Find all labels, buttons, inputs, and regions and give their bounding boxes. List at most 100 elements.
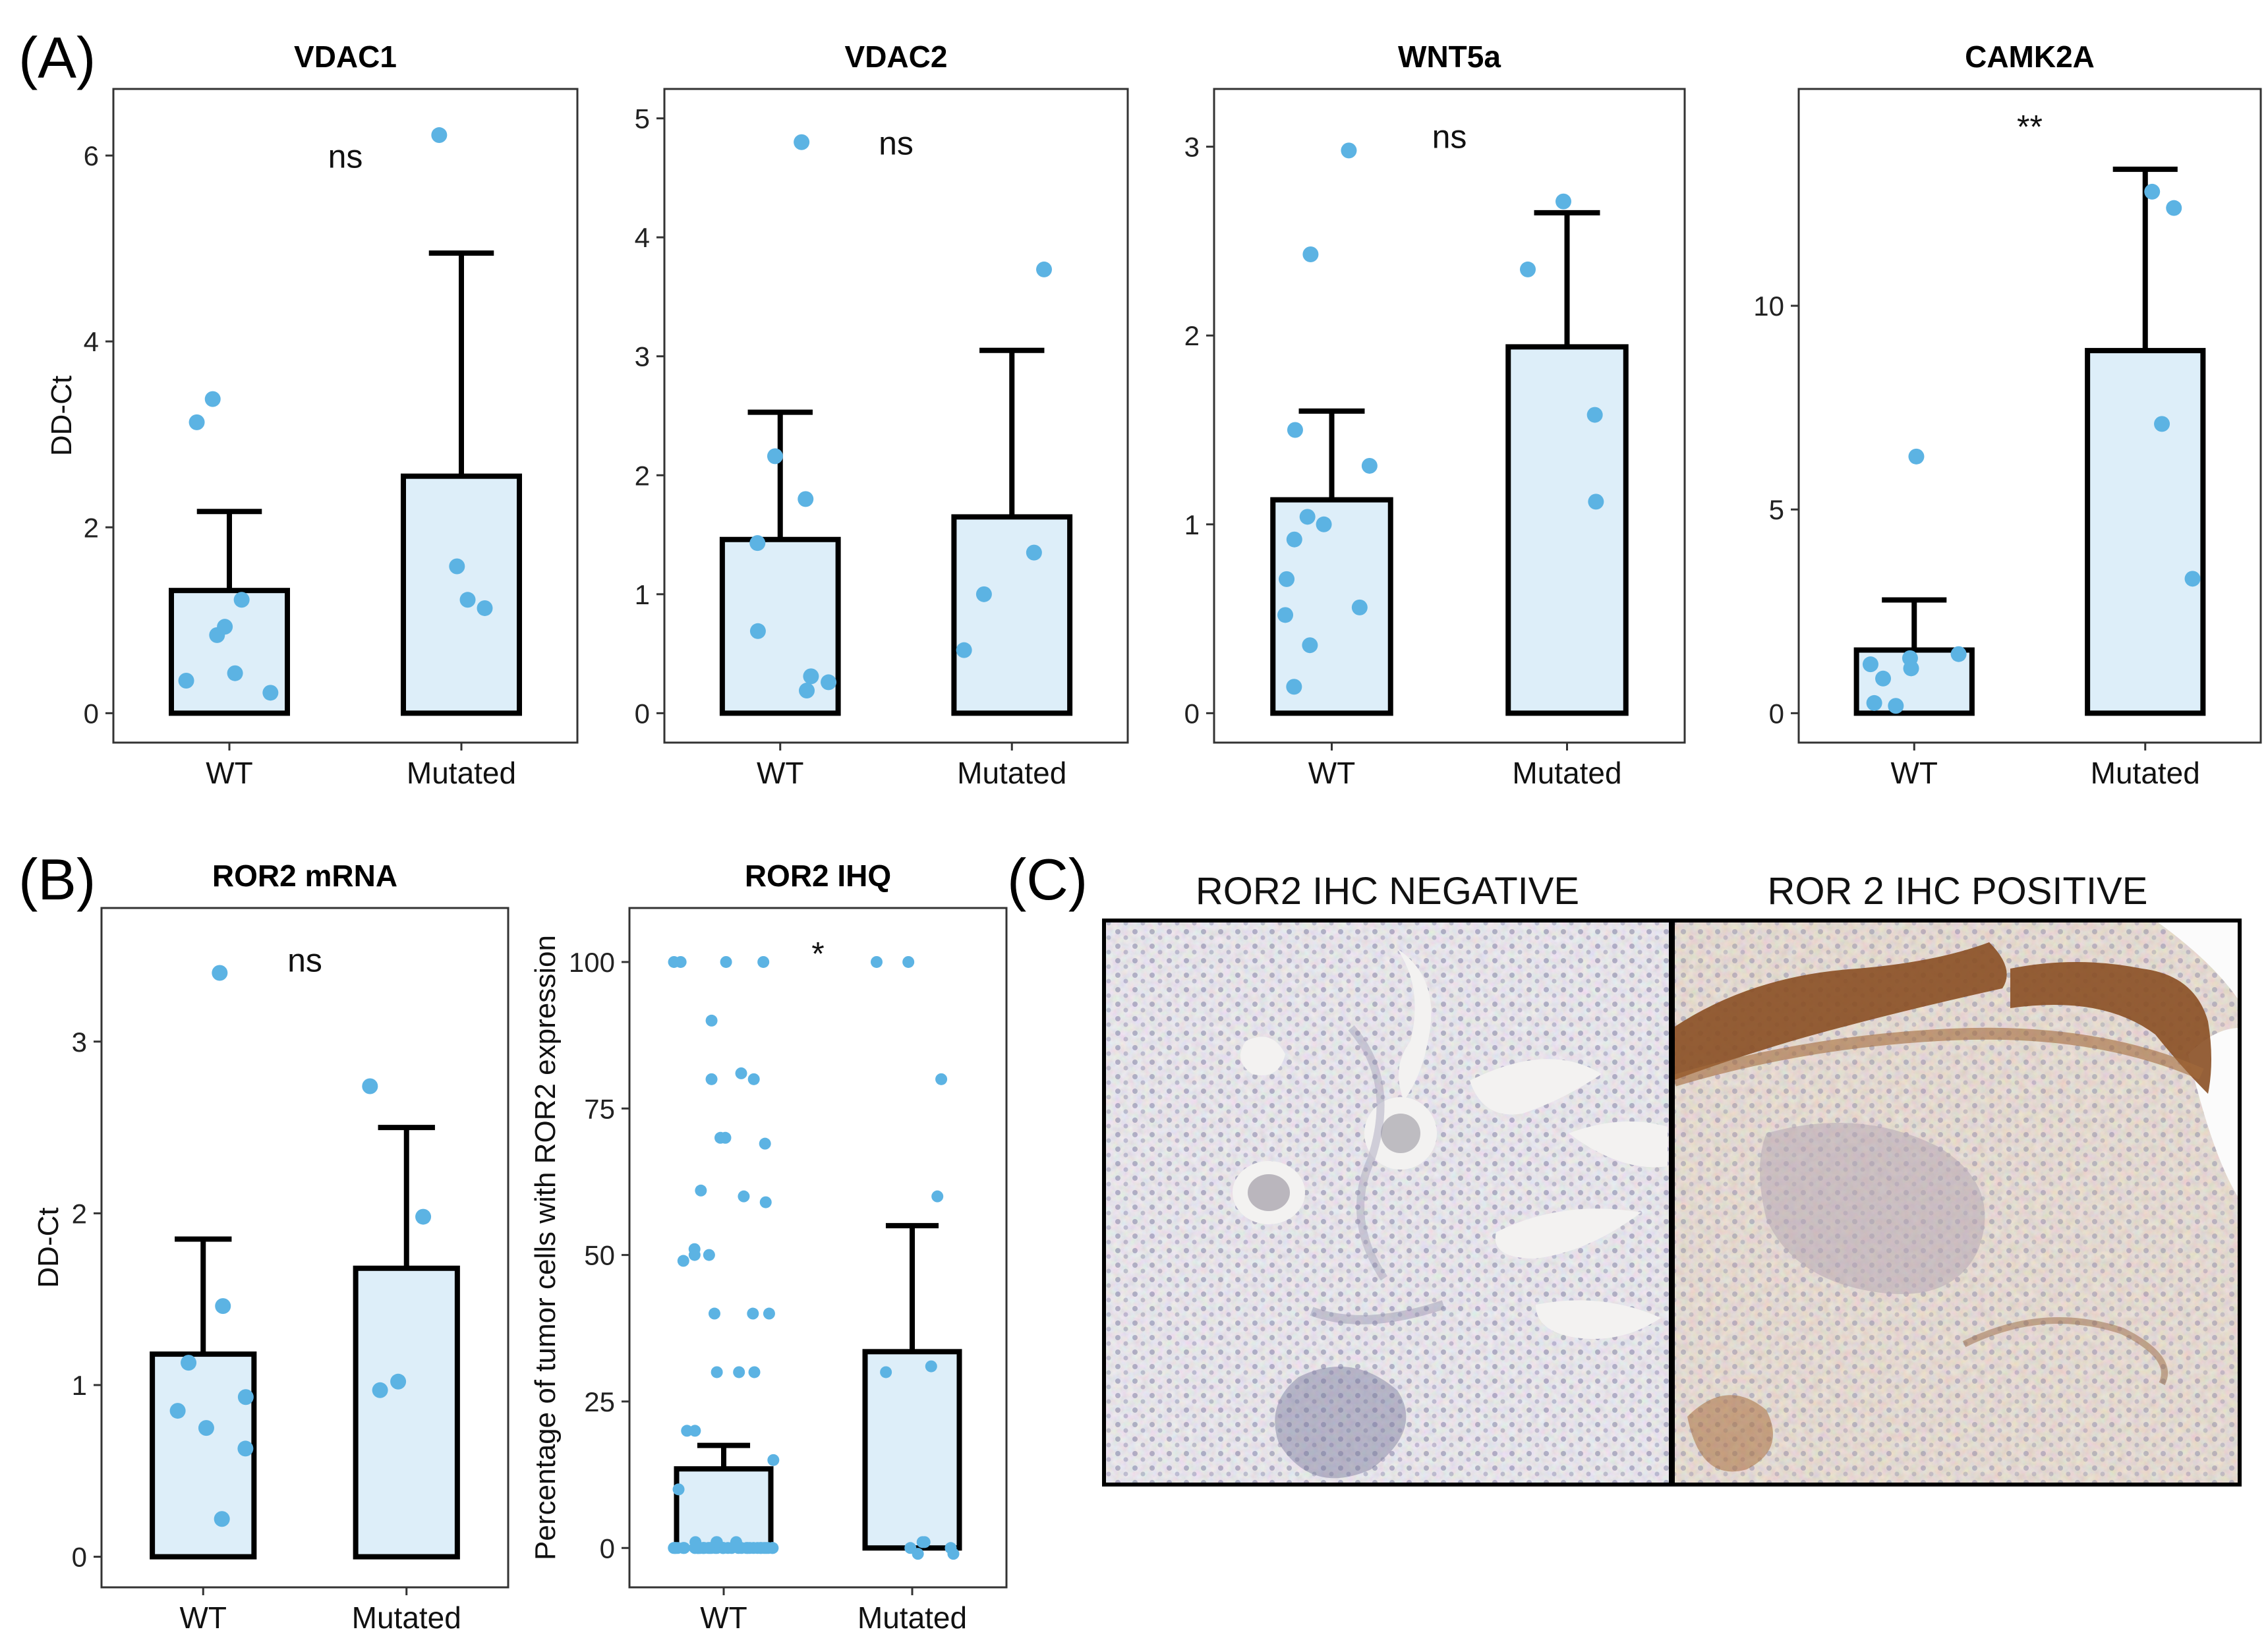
plot-frame (112, 88, 579, 744)
data-point (733, 1366, 745, 1378)
chart-title: VDAC1 (294, 40, 397, 74)
data-point (689, 1425, 701, 1437)
data-point (767, 448, 783, 465)
data-point (212, 965, 228, 981)
x-category-label: Mutated (858, 1601, 967, 1635)
y-tick-label: 3 (1184, 132, 1200, 163)
data-point (798, 491, 814, 507)
data-point (1586, 407, 1603, 423)
data-point (2184, 571, 2201, 587)
data-point (767, 1454, 780, 1466)
data-point (757, 955, 770, 968)
panel-label-b: (B) (18, 847, 96, 912)
x-category-label: Mutated (2091, 756, 2200, 790)
data-point (169, 1403, 186, 1419)
data-point (749, 623, 766, 639)
y-tick-label: 2 (72, 1198, 87, 1229)
data-point (2154, 416, 2170, 432)
bar-mutated (401, 473, 522, 716)
panel-label-a: (A) (18, 25, 96, 90)
ihc-images: ROR2 IHC NEGATIVE ROR 2 IHC POSITIVE (1102, 870, 2242, 1487)
y-tick-label: 6 (84, 140, 99, 171)
data-point (1519, 261, 1536, 277)
data-point (477, 600, 493, 616)
ihc-negative-image (1104, 921, 1671, 1485)
chart-title: VDAC2 (845, 40, 948, 74)
chart-ror2-mrna: ROR2 mRNA 0 1 2 3 DD-Ct WT Mutated ns (32, 859, 509, 1635)
data-point (677, 1542, 689, 1554)
data-point (1341, 142, 1357, 159)
x-category-label: WT (1890, 756, 1938, 790)
data-point (672, 1483, 685, 1496)
data-point (703, 1249, 715, 1261)
data-point (1888, 698, 1904, 714)
x-category-label: WT (206, 756, 253, 790)
data-point (719, 1131, 732, 1144)
ihc-positive-title: ROR 2 IHC POSITIVE (1768, 870, 2148, 913)
y-tick-label: 4 (635, 222, 650, 253)
data-point (2166, 200, 2182, 216)
data-point (741, 1542, 754, 1554)
data-point (1279, 571, 1295, 587)
data-point (1026, 544, 1042, 561)
ihc-negative-title: ROR2 IHC NEGATIVE (1196, 870, 1579, 913)
significance-label: ns (287, 942, 322, 979)
plot-frame (1213, 88, 1686, 744)
data-point (459, 592, 476, 608)
data-point (237, 1389, 254, 1405)
data-point (1286, 531, 1302, 548)
data-point (1866, 694, 1882, 711)
y-tick-label: 0 (1184, 698, 1200, 729)
data-point (1361, 457, 1378, 474)
data-point (1299, 509, 1316, 525)
data-point (215, 1298, 231, 1315)
y-tick-label: 0 (72, 1542, 87, 1573)
data-point (799, 683, 815, 699)
data-point (870, 955, 883, 968)
data-point (1875, 670, 1892, 687)
plot-frame (663, 88, 1129, 744)
bar-mutated (1505, 344, 1629, 716)
data-point (794, 134, 810, 150)
y-tick-label: 0 (1769, 698, 1784, 729)
data-point (1902, 650, 1918, 666)
data-point (1588, 494, 1604, 510)
significance-label: ns (879, 125, 914, 162)
y-tick-label: 2 (1184, 320, 1200, 351)
data-point (372, 1382, 388, 1398)
y-tick-label: 50 (584, 1240, 615, 1271)
data-point (1316, 516, 1332, 532)
data-point (1862, 656, 1878, 673)
data-point (431, 127, 448, 144)
data-point (688, 1243, 701, 1255)
y-tick-label: 4 (84, 326, 99, 357)
x-category-label: WT (179, 1601, 227, 1635)
data-point (904, 1542, 917, 1554)
x-category-label: Mutated (1512, 756, 1621, 790)
x-category-label: Mutated (957, 756, 1066, 790)
data-point (237, 1440, 254, 1457)
chart-camk2a: CAMK2A 0 5 10 WT Mutated ** (1753, 40, 2262, 790)
data-point (1908, 448, 1925, 465)
data-point (1277, 607, 1294, 623)
data-point (1555, 193, 1571, 210)
bar-mutated (353, 1265, 460, 1560)
data-point (708, 1307, 720, 1320)
data-point (217, 619, 233, 635)
panel-label-c: (C) (1007, 847, 1088, 912)
bar-wt (150, 1351, 257, 1560)
data-point (759, 1196, 772, 1208)
data-point (759, 1137, 771, 1150)
data-point (749, 535, 766, 552)
data-point (262, 685, 279, 701)
data-point (1351, 599, 1368, 615)
data-point (695, 1184, 707, 1197)
chart-title: CAMK2A (1965, 40, 2095, 74)
y-tick-label: 10 (1753, 291, 1784, 322)
ihc-positive-frame (1671, 919, 2242, 1487)
y-tick-label: 5 (1769, 494, 1784, 525)
ihc-positive-image (1673, 921, 2240, 1485)
data-point (711, 1536, 723, 1548)
data-point (1302, 637, 1318, 654)
